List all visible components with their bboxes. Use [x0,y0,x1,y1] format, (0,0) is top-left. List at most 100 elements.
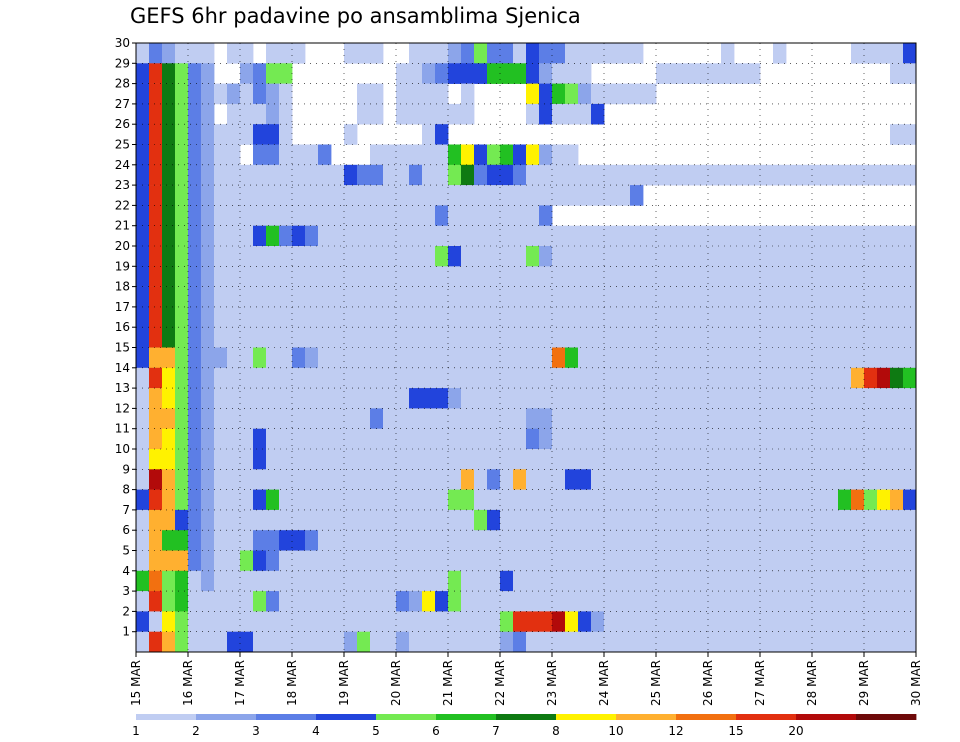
cell-member-8 [851,489,865,511]
cell-member-18 [864,286,878,308]
cell-member-29 [890,63,904,84]
cell-member-14 [578,367,592,389]
cell-member-3 [292,591,306,612]
cell-member-23 [539,185,553,206]
cell-member-30 [409,43,423,64]
cell-member-24 [279,164,293,186]
cell-member-23 [292,185,306,206]
cell-member-14 [825,367,839,389]
cell-member-12 [591,408,605,429]
cell-member-5 [747,550,761,572]
cell-member-13 [136,388,150,409]
legend-label: 1 [132,724,140,738]
cell-member-13 [838,388,852,409]
y-tick-label: 6 [122,523,130,537]
cell-member-13 [279,388,293,409]
cell-member-8 [812,489,826,511]
cell-member-28 [175,83,189,105]
cell-member-6 [227,530,241,551]
cell-member-7 [617,509,631,531]
x-tick-label: 18 MAR [285,660,299,706]
cell-member-22 [487,205,501,226]
cell-member-1 [630,631,644,653]
cell-member-24 [799,164,813,186]
cell-member-7 [604,509,618,531]
cell-member-27 [357,103,371,125]
cell-member-14 [721,367,735,389]
cell-member-23 [422,185,436,206]
cell-member-16 [513,327,527,348]
cell-member-9 [669,469,683,490]
cell-member-20 [526,246,540,267]
cell-member-25 [565,144,579,166]
cell-member-5 [526,550,540,572]
legend-label: 3 [252,724,260,738]
cell-member-12 [136,408,150,429]
cell-member-14 [409,367,423,389]
legend-label: 8 [552,724,560,738]
cell-member-22 [136,205,150,226]
cell-member-17 [695,306,709,328]
legend-label: 12 [668,724,683,738]
cell-member-4 [695,570,709,592]
cell-member-3 [526,591,540,612]
cell-member-14 [422,367,436,389]
cell-member-28 [591,83,605,105]
legend-swatch [736,714,797,720]
cell-member-5 [591,550,605,572]
cell-member-21 [396,225,410,247]
cell-member-14 [370,367,384,389]
cell-member-18 [149,286,163,308]
cell-member-7 [461,509,475,531]
cell-member-18 [448,286,462,308]
cell-member-19 [760,266,774,287]
cell-member-14 [747,367,761,389]
cell-member-13 [487,388,501,409]
cell-member-29 [435,63,449,84]
cell-member-29 [734,63,748,84]
cell-member-7 [149,509,163,531]
cell-member-21 [656,225,670,247]
cell-member-17 [747,306,761,328]
cell-member-2 [799,611,813,632]
cell-member-11 [279,428,293,450]
cell-member-24 [552,164,566,186]
cell-member-18 [396,286,410,308]
cell-member-24 [513,164,527,186]
cell-member-23 [604,185,618,206]
cell-member-28 [136,83,150,105]
cell-member-24 [669,164,683,186]
cell-member-16 [721,327,735,348]
cell-member-20 [344,246,358,267]
cell-member-1 [864,631,878,653]
cell-member-8 [773,489,787,511]
cell-member-10 [136,449,150,470]
cell-member-17 [617,306,631,328]
cell-member-11 [812,428,826,450]
cell-member-7 [539,509,553,531]
cell-member-6 [201,530,215,551]
cell-member-26 [188,124,202,145]
cell-member-19 [201,266,215,287]
cell-member-25 [149,144,163,166]
y-tick-label: 13 [115,381,130,395]
cell-member-6 [500,530,514,551]
cell-member-1 [734,631,748,653]
cell-member-20 [396,246,410,267]
cell-member-15 [851,347,865,369]
cell-member-2 [708,611,722,632]
cell-member-16 [877,327,891,348]
cell-member-28 [162,83,176,105]
cell-member-24 [591,164,605,186]
cell-member-24 [292,164,306,186]
cell-member-1 [539,631,553,653]
cell-member-1 [227,631,241,653]
cell-member-10 [708,449,722,470]
cell-member-20 [760,246,774,267]
cell-member-5 [630,550,644,572]
cell-member-14 [786,367,800,389]
cell-member-25 [227,144,241,166]
cell-member-19 [643,266,657,287]
chart-title: GEFS 6hr padavine po ansamblima Sjenica [130,4,581,28]
cell-member-8 [500,489,514,511]
